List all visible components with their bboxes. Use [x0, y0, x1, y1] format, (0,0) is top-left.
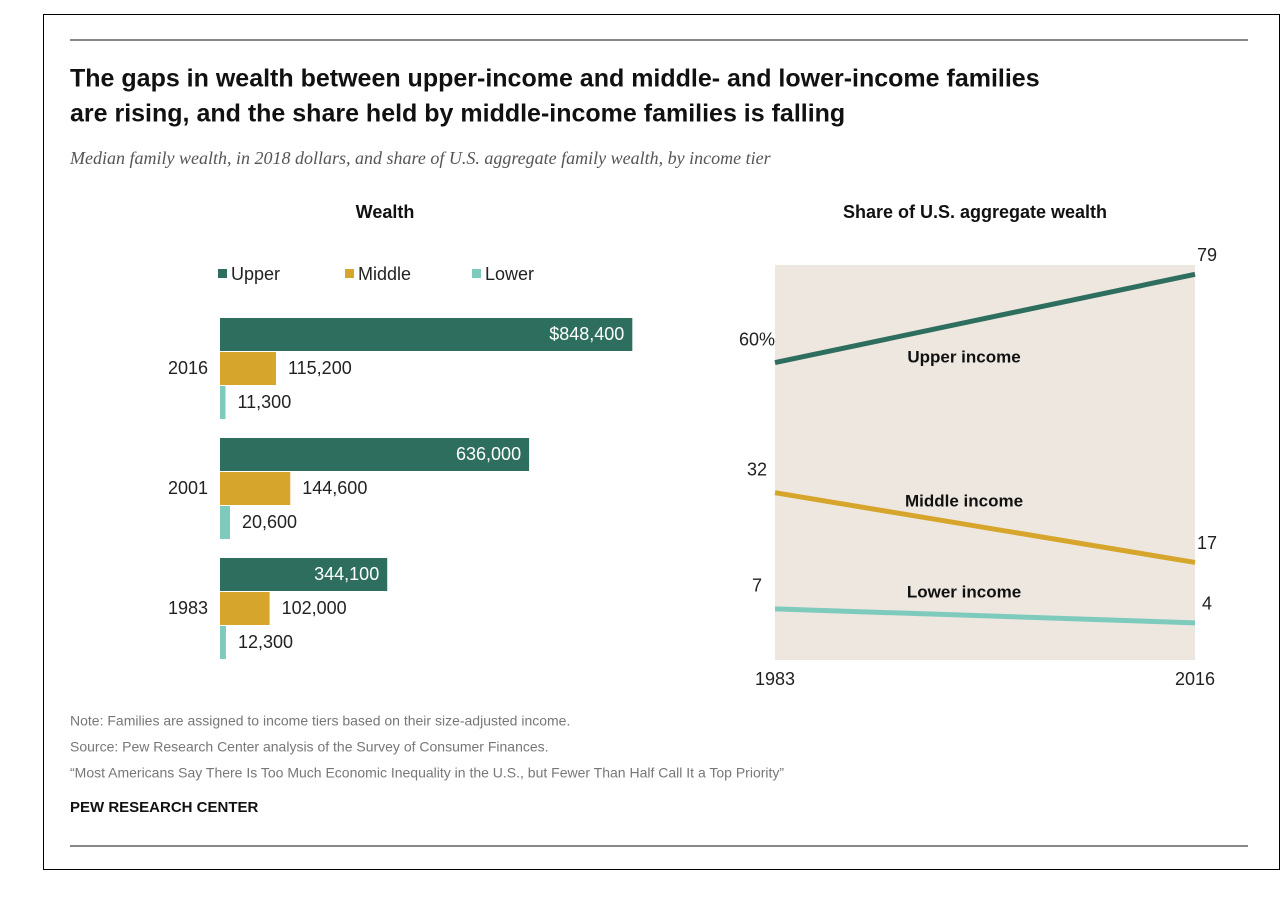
line — [774, 271, 1196, 366]
legend-label: Middle — [358, 264, 411, 284]
legend-label: Lower — [485, 264, 534, 284]
value-label: 32 — [747, 459, 767, 479]
x-tick-label: 1983 — [755, 669, 795, 689]
value-label: 20,600 — [242, 512, 297, 532]
note: Source: Pew Research Center analysis of … — [70, 739, 549, 755]
value-label: 12,300 — [238, 632, 293, 652]
bar — [220, 438, 530, 471]
series-label: Middle income — [905, 492, 1023, 511]
category-label: 1983 — [168, 598, 208, 618]
footer: PEW RESEARCH CENTER — [70, 799, 259, 816]
value-label: 636,000 — [456, 444, 521, 464]
series-label: Upper income — [907, 347, 1020, 366]
bar — [220, 352, 276, 385]
value-label: 7 — [752, 576, 762, 596]
value-label: 11,300 — [237, 392, 291, 412]
bar — [220, 626, 226, 659]
bar — [220, 318, 633, 351]
value-label: 344,100 — [314, 564, 379, 584]
chart-title: Share of U.S. aggregate wealth — [843, 202, 1107, 222]
value-label: 17 — [1197, 533, 1217, 553]
bar — [220, 472, 291, 505]
note: Note: Families are assigned to income ti… — [70, 713, 570, 729]
category-label: 2016 — [168, 358, 208, 378]
legend-swatch — [472, 269, 481, 278]
value-label: 102,000 — [282, 598, 347, 618]
title-line: are rising, and the share held by middle… — [70, 100, 845, 128]
line — [774, 606, 1196, 626]
value-label: 79 — [1197, 245, 1217, 265]
bar — [220, 386, 226, 419]
value-label: 60% — [739, 329, 775, 349]
note: “Most Americans Say There Is Too Much Ec… — [70, 765, 784, 781]
series-label: Lower income — [907, 583, 1021, 602]
bar — [220, 592, 270, 625]
plot-background — [775, 265, 1195, 660]
value-label: $848,400 — [549, 324, 624, 344]
legend-label: Upper — [231, 264, 280, 284]
x-tick-label: 2016 — [1175, 669, 1215, 689]
line — [774, 490, 1196, 565]
title-line: The gaps in wealth between upper-income … — [70, 65, 1040, 93]
category-label: 2001 — [168, 478, 208, 498]
subtitle: Median family wealth, in 2018 dollars, a… — [69, 148, 772, 168]
legend-swatch — [345, 269, 354, 278]
value-label: 115,200 — [288, 358, 352, 378]
bar — [220, 506, 231, 539]
value-label: 144,600 — [302, 478, 367, 498]
chart-title: Wealth — [356, 202, 415, 222]
bar — [220, 558, 388, 591]
legend-swatch — [218, 269, 227, 278]
value-label: 4 — [1202, 594, 1212, 614]
